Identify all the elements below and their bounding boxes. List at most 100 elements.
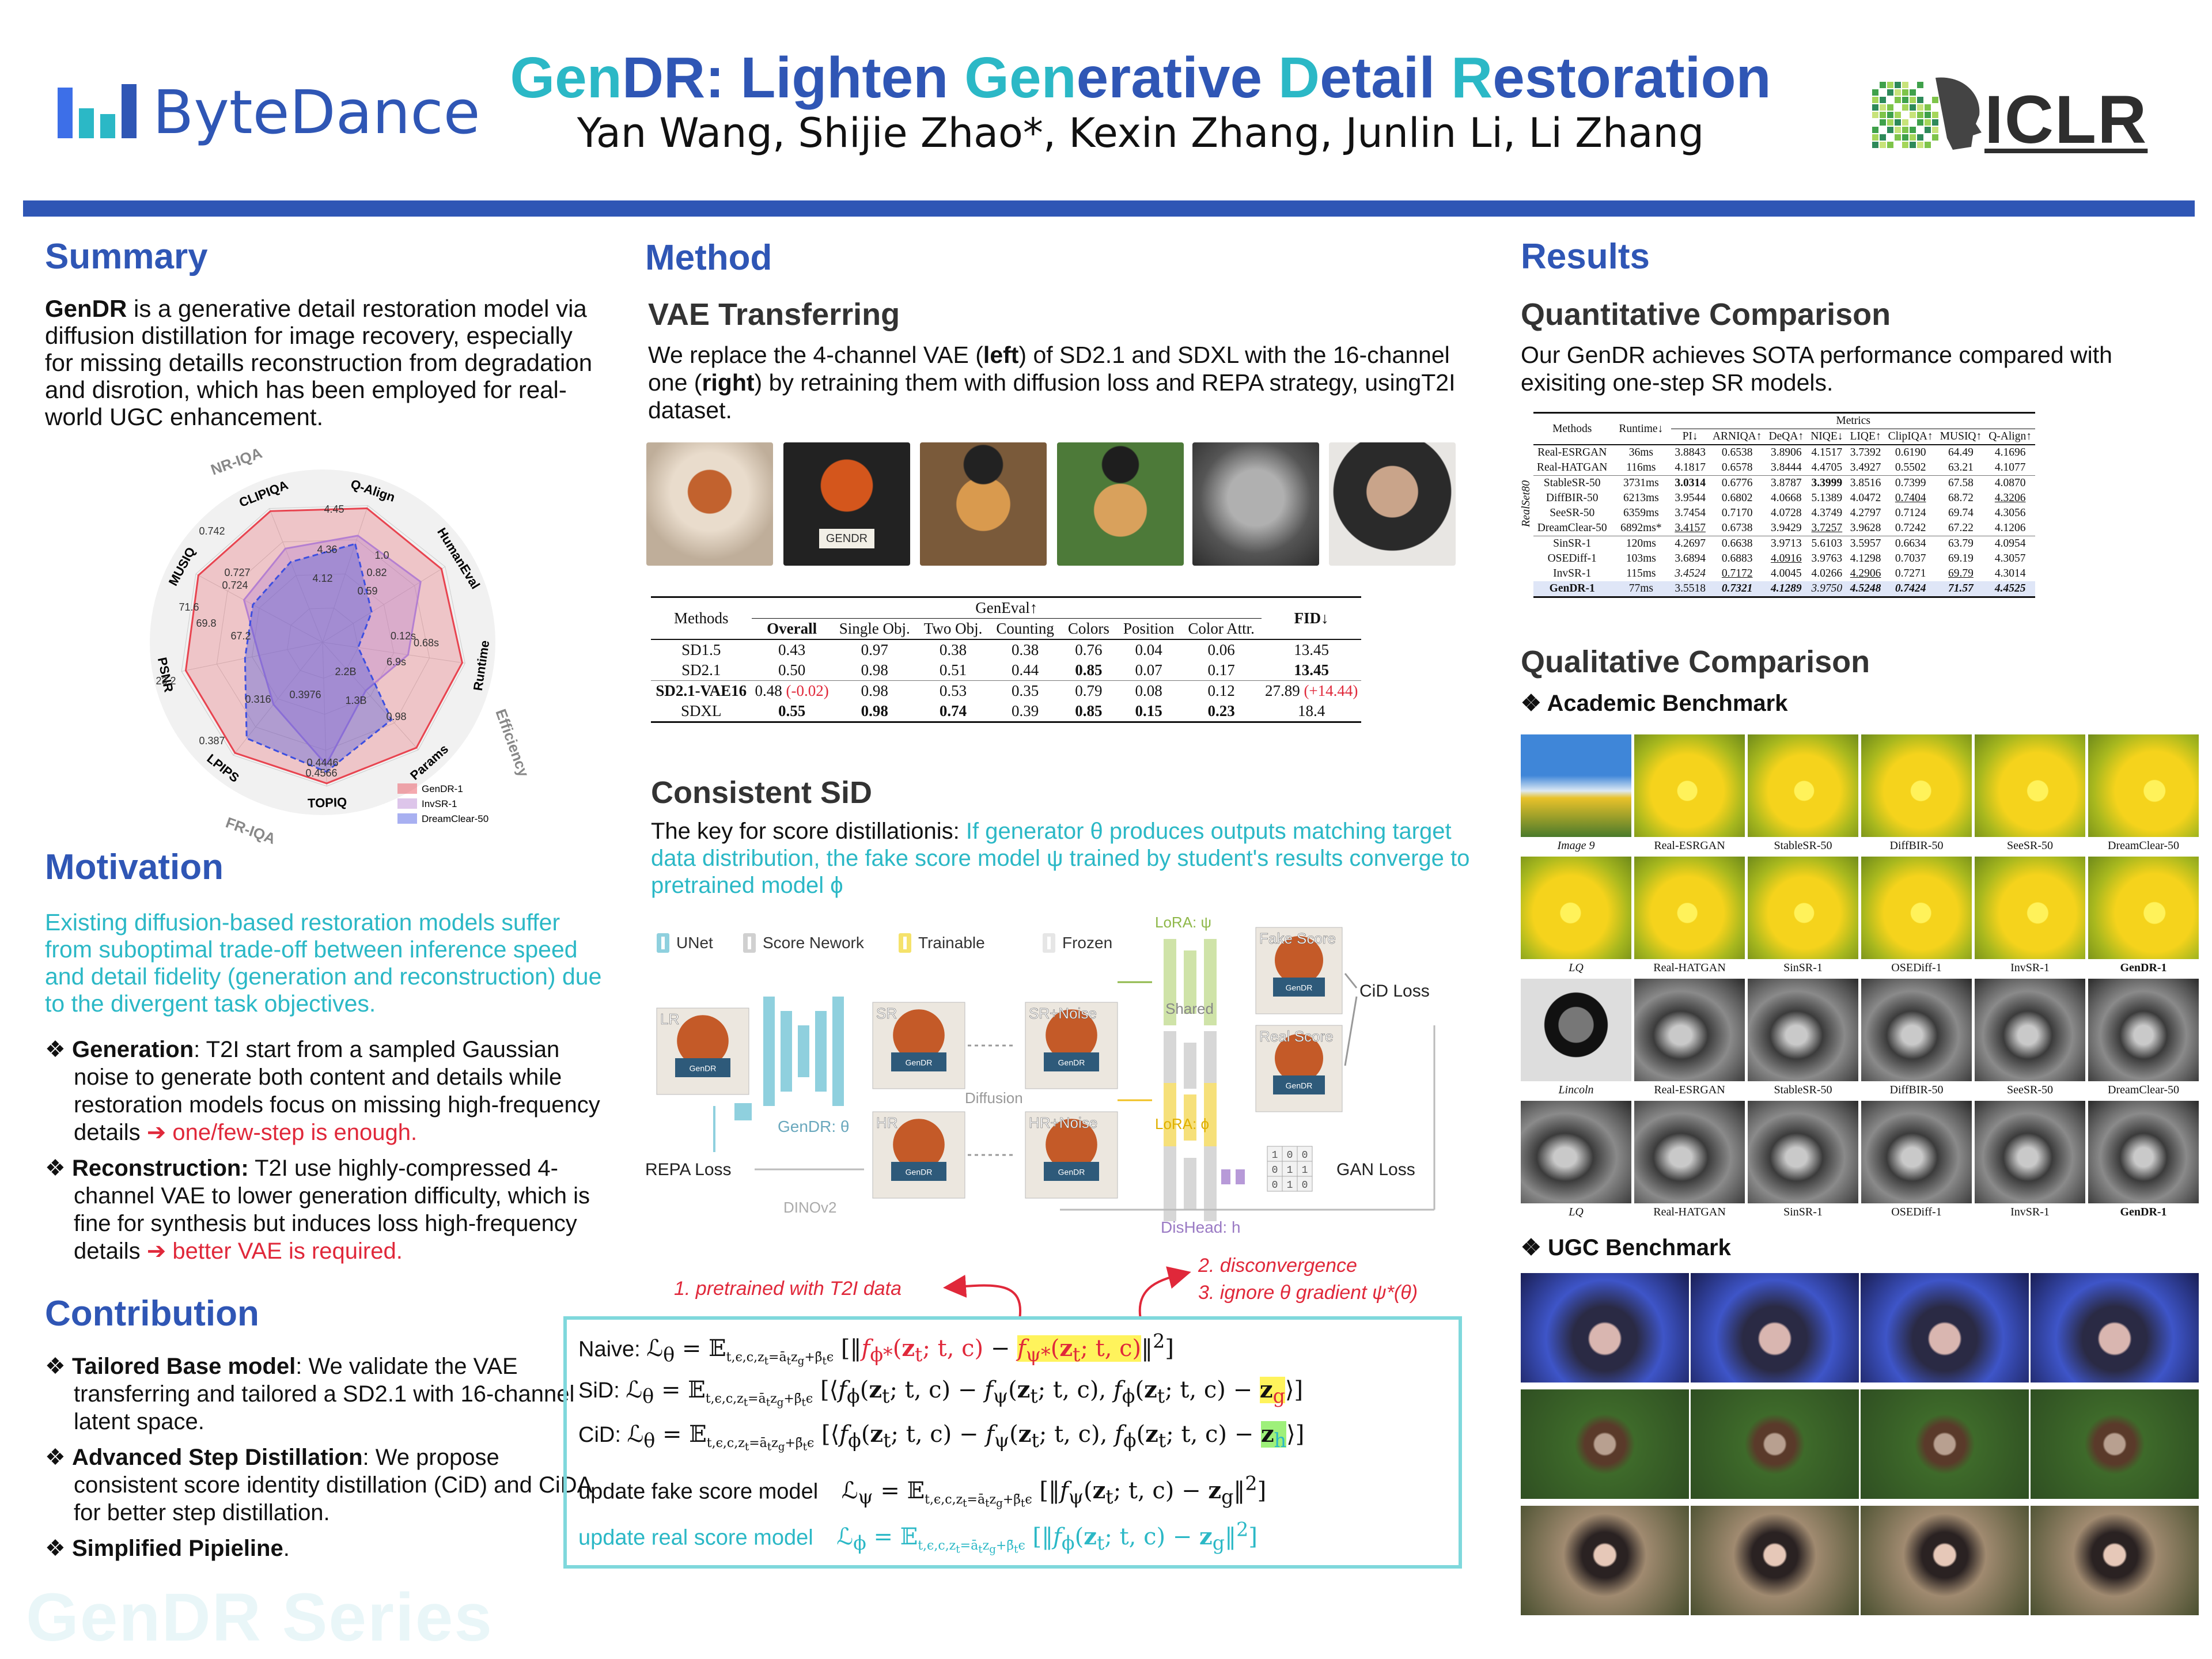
svg-text:Fake Score: Fake Score	[1259, 930, 1336, 947]
ugc-image	[2031, 1506, 2199, 1615]
contribution-list: ❖ Tailored Base model: We validate the V…	[45, 1353, 598, 1570]
qual-caption: SinSR-1	[1783, 961, 1823, 974]
annotation-ignore-gradient: 3. ignore θ gradient ψ*(θ)	[1198, 1282, 1418, 1304]
diagram-fake-score-image: GenDR Fake Score	[1255, 927, 1343, 1014]
quant-col-methods: Methods	[1552, 422, 1592, 435]
bullet-icon: ❖	[45, 1156, 72, 1181]
svg-text:GenDR: GenDR	[1286, 983, 1313, 993]
qual-image	[1634, 979, 1745, 1081]
ugc-image	[1861, 1389, 2029, 1499]
radar-value-label: 0.316	[245, 694, 271, 705]
sign-label: GENDR	[819, 529, 874, 548]
bytedance-wordmark: ByteDance	[153, 77, 480, 147]
geneval-subheader: Color Attr.	[1188, 620, 1255, 637]
quant-metric-header: ARNIQA↑	[1712, 430, 1762, 442]
diagram-gan-loss-label: GAN Loss	[1336, 1160, 1415, 1179]
diagram-lr-image: GenDR LR	[656, 1007, 749, 1095]
geneval-subheader: Two Obj.	[923, 620, 983, 637]
qual-image	[1748, 734, 1858, 837]
geneval-col-geneval: GenEval↑	[751, 597, 1262, 619]
geneval-subheader: Position	[1123, 620, 1175, 637]
qual-image	[1634, 857, 1745, 959]
quant-col-metrics: Metrics	[1671, 412, 2036, 429]
radar-value-label: 0.742	[199, 525, 225, 537]
qual-image	[1748, 979, 1858, 1081]
quant-text: Our GenDR achieves SOTA performance comp…	[1521, 342, 2112, 396]
bullet-conclusion: ➔ one/few-step is enough.	[146, 1120, 418, 1145]
title-part: DR	[622, 46, 706, 110]
bullet-bold: Tailored Base model	[71, 1354, 296, 1379]
qual-caption: GenDR-1	[2120, 1206, 2167, 1218]
diagram-hr-image: GenDR HR	[872, 1111, 965, 1199]
iclr-pixel-head-icon	[1872, 77, 1982, 150]
title-part: etail	[1320, 46, 1452, 110]
bytedance-logo: ByteDance	[55, 75, 481, 150]
quant-row: SeeSR-50 6359ms 3.7454 0.7170 4.0728 4.3749 4.…	[1550, 507, 2026, 519]
vae-text-part: ) by retraining them with diffusion loss…	[648, 369, 1456, 423]
radar-value-label: 4.12	[312, 573, 332, 584]
qual-caption: Real-HATGAN	[1653, 1206, 1726, 1218]
vae-heading: VAE Transferring	[648, 297, 900, 332]
geneval-row: SD2.1 0.50 0.98 0.51 0.44 0.85 0.07 0.17 13.45	[681, 661, 1330, 679]
diagram-sr-noise-image: GenDR SR+Noise	[1025, 1002, 1118, 1089]
qual-caption: OSEDiff-1	[1891, 961, 1942, 974]
svg-text:SR: SR	[876, 1005, 897, 1022]
qual-grid: Image 9 Real-ESRGAN StableSR-50 DiffBIR-50 S…	[1521, 734, 2199, 1224]
qual-caption: StableSR-50	[1774, 1084, 1832, 1096]
qual-caption: Real-ESRGAN	[1654, 1084, 1725, 1096]
quant-heading: Quantitative Comparison	[1521, 297, 1891, 332]
radar-value-label: 1.0	[374, 550, 389, 561]
qual-image	[1634, 1101, 1745, 1203]
example-image-shiba-park	[1057, 442, 1184, 566]
qual-image	[1975, 857, 2085, 959]
quant-row: OSEDiff-1 103ms 3.6894 0.6883 4.0916 3.9763 4.…	[1547, 552, 2026, 565]
qual-caption: LQ	[1569, 961, 1584, 974]
qual-caption: OSEDiff-1	[1891, 1206, 1942, 1218]
quant-metric-header: MUSIQ↑	[1940, 430, 1982, 442]
title-part: R	[1451, 46, 1493, 110]
svg-text:GenDR: GenDR	[906, 1058, 933, 1067]
bullet-icon: ❖	[45, 1354, 72, 1379]
ugc-grid	[1521, 1273, 2199, 1619]
diagram-lora-psi-label: LoRA: ψ	[1155, 914, 1211, 931]
radar-legend-item: GenDR-1	[422, 783, 463, 794]
radar-value-label: 4.45	[324, 503, 344, 515]
quant-row: GenDR-1 77ms 3.5518 0.7321 4.1289 3.9750 4.524…	[1533, 581, 2036, 597]
svg-text:GenDR: GenDR	[906, 1168, 933, 1177]
radar-value-label: 67.2	[230, 630, 251, 642]
quant-metric-header: LIQE↑	[1850, 430, 1881, 442]
bullet-item: ❖ Tailored Base model: We validate the V…	[45, 1353, 598, 1435]
eq-sid: SiD: ℒθ = 𝔼t,ϵ,c,zt=ātzg+β̄tϵ [⟨fϕ(zt; t…	[578, 1376, 1304, 1409]
ugc-image	[1691, 1389, 1859, 1499]
bullet-bold: Reconstruction:	[71, 1156, 249, 1181]
authors: Yan Wang, Shijie Zhao*, Kexin Zhang, Jun…	[577, 109, 1705, 157]
quant-row: Real-ESRGAN 36ms 3.8843 0.6538 3.8906 4.1517 3…	[1533, 445, 2036, 460]
quant-metric-header: NIQE↓	[1810, 430, 1843, 442]
diagram-dishead-label: DisHead: h	[1161, 1218, 1241, 1233]
diagram-lora-phi-label: LoRA: ϕ	[1155, 1115, 1209, 1132]
example-image-redpanda-photo	[646, 442, 773, 566]
qual-image	[1748, 1101, 1858, 1203]
quant-table: RealSet80 Methods Runtime↓ Metrics PI↓ ARNIQ…	[1520, 412, 2189, 598]
qual-image	[1748, 857, 1858, 959]
bullet-text: : We propose consistent score identity d…	[74, 1445, 592, 1525]
qual-image	[1861, 1101, 1972, 1203]
diagram-matrix-cell: 0	[1272, 1165, 1278, 1176]
radar-value-label: 0.68s	[414, 637, 439, 649]
radar-group-label: FR-IQA	[224, 813, 278, 847]
quant-metric-header: ClipIQA↑	[1888, 430, 1933, 442]
diagram-legend-item: UNet	[676, 934, 713, 952]
diagram-gendr-label: GenDR: θ	[778, 1118, 850, 1135]
summary-heading: Summary	[45, 237, 208, 276]
geneval-subheader: Overall	[767, 620, 817, 637]
ugc-image	[1521, 1273, 1689, 1382]
title-part: estoration	[1493, 46, 1771, 110]
svg-text:LR: LR	[660, 1010, 679, 1028]
geneval-row: SDXL 0.55 0.98 0.74 0.39 0.85 0.15 0.23 18.4	[651, 701, 1362, 722]
radar-group-label: Efficiency	[492, 707, 530, 779]
qual-image	[1521, 857, 1631, 959]
qual-caption: SeeSR-50	[2007, 1084, 2053, 1096]
qual-image	[1521, 979, 1631, 1081]
qual-image	[2088, 979, 2199, 1081]
radar-value-label: 0.724	[222, 579, 248, 591]
